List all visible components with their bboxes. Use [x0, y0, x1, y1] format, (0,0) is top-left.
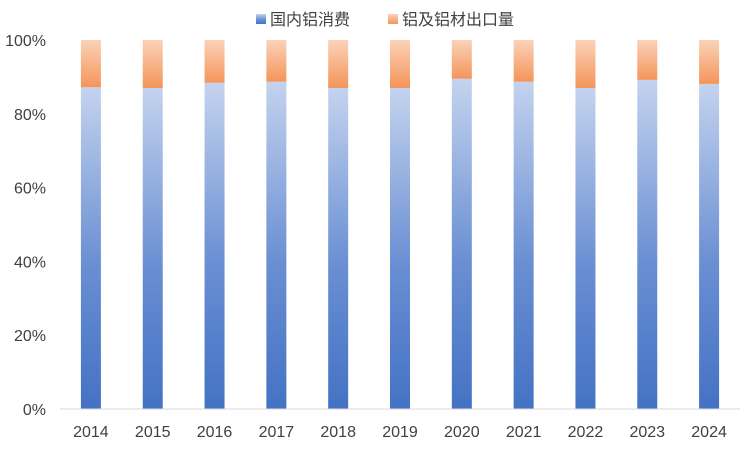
bar-2023-series-1 — [637, 79, 658, 410]
x-tick-label: 2018 — [320, 424, 356, 441]
y-tick-label: 20% — [14, 328, 46, 345]
y-tick-label: 0% — [23, 402, 46, 419]
y-tick-label: 40% — [14, 254, 46, 271]
bar-2017-series-2 — [266, 40, 287, 82]
x-tick-label: 2023 — [629, 424, 665, 441]
legend-label-series-2: 铝及铝材出口量 — [402, 11, 514, 29]
bar-2023-series-2 — [637, 40, 658, 80]
x-tick-label: 2019 — [382, 424, 418, 441]
bar-2020-series-2 — [451, 40, 472, 79]
bar-2016-series-1 — [204, 82, 225, 409]
bar-2022-series-1 — [575, 87, 596, 409]
bar-2021-series-1 — [513, 81, 534, 410]
x-tick-label: 2015 — [135, 424, 171, 441]
x-tick-label: 2021 — [506, 424, 542, 441]
bar-2020-series-1 — [451, 78, 472, 410]
bar-2015-series-2 — [142, 40, 163, 88]
bar-2016-series-2 — [204, 40, 225, 83]
legend-swatch-series-2 — [388, 14, 398, 24]
bar-2017-series-1 — [266, 81, 287, 410]
legend-label-series-1: 国内铝消费 — [270, 11, 350, 29]
x-tick-label: 2020 — [444, 424, 480, 441]
x-axis: 2014 2015 2016 2017 2018 2019 2020 2021 2022 2023… — [73, 424, 727, 441]
x-tick-label: 2022 — [568, 424, 604, 441]
legend: 国内铝消费 铝及铝材出口量 — [256, 11, 514, 29]
bar-2024-series-2 — [699, 40, 720, 84]
x-tick-label: 2014 — [73, 424, 109, 441]
bar-2014-series-2 — [80, 40, 101, 88]
bars — [80, 40, 720, 410]
y-tick-label: 60% — [14, 181, 46, 198]
x-tick-label: 2024 — [691, 424, 727, 441]
bar-2019-series-1 — [390, 87, 410, 409]
y-axis: 0% 20% 40% 60% 80% 100% — [5, 33, 46, 419]
y-tick-label: 100% — [5, 33, 46, 50]
bar-2014-series-1 — [80, 87, 101, 410]
y-tick-label: 80% — [14, 107, 46, 124]
bar-2018-series-1 — [328, 87, 349, 409]
bar-2024-series-1 — [699, 83, 720, 409]
bar-2019-series-2 — [390, 40, 410, 88]
bar-2021-series-2 — [513, 40, 534, 82]
bar-2022-series-2 — [575, 40, 596, 88]
bar-2015-series-1 — [142, 87, 163, 409]
x-tick-label: 2017 — [259, 424, 295, 441]
legend-swatch-series-1 — [256, 14, 266, 24]
bar-2018-series-2 — [328, 40, 349, 88]
x-tick-label: 2016 — [197, 424, 233, 441]
